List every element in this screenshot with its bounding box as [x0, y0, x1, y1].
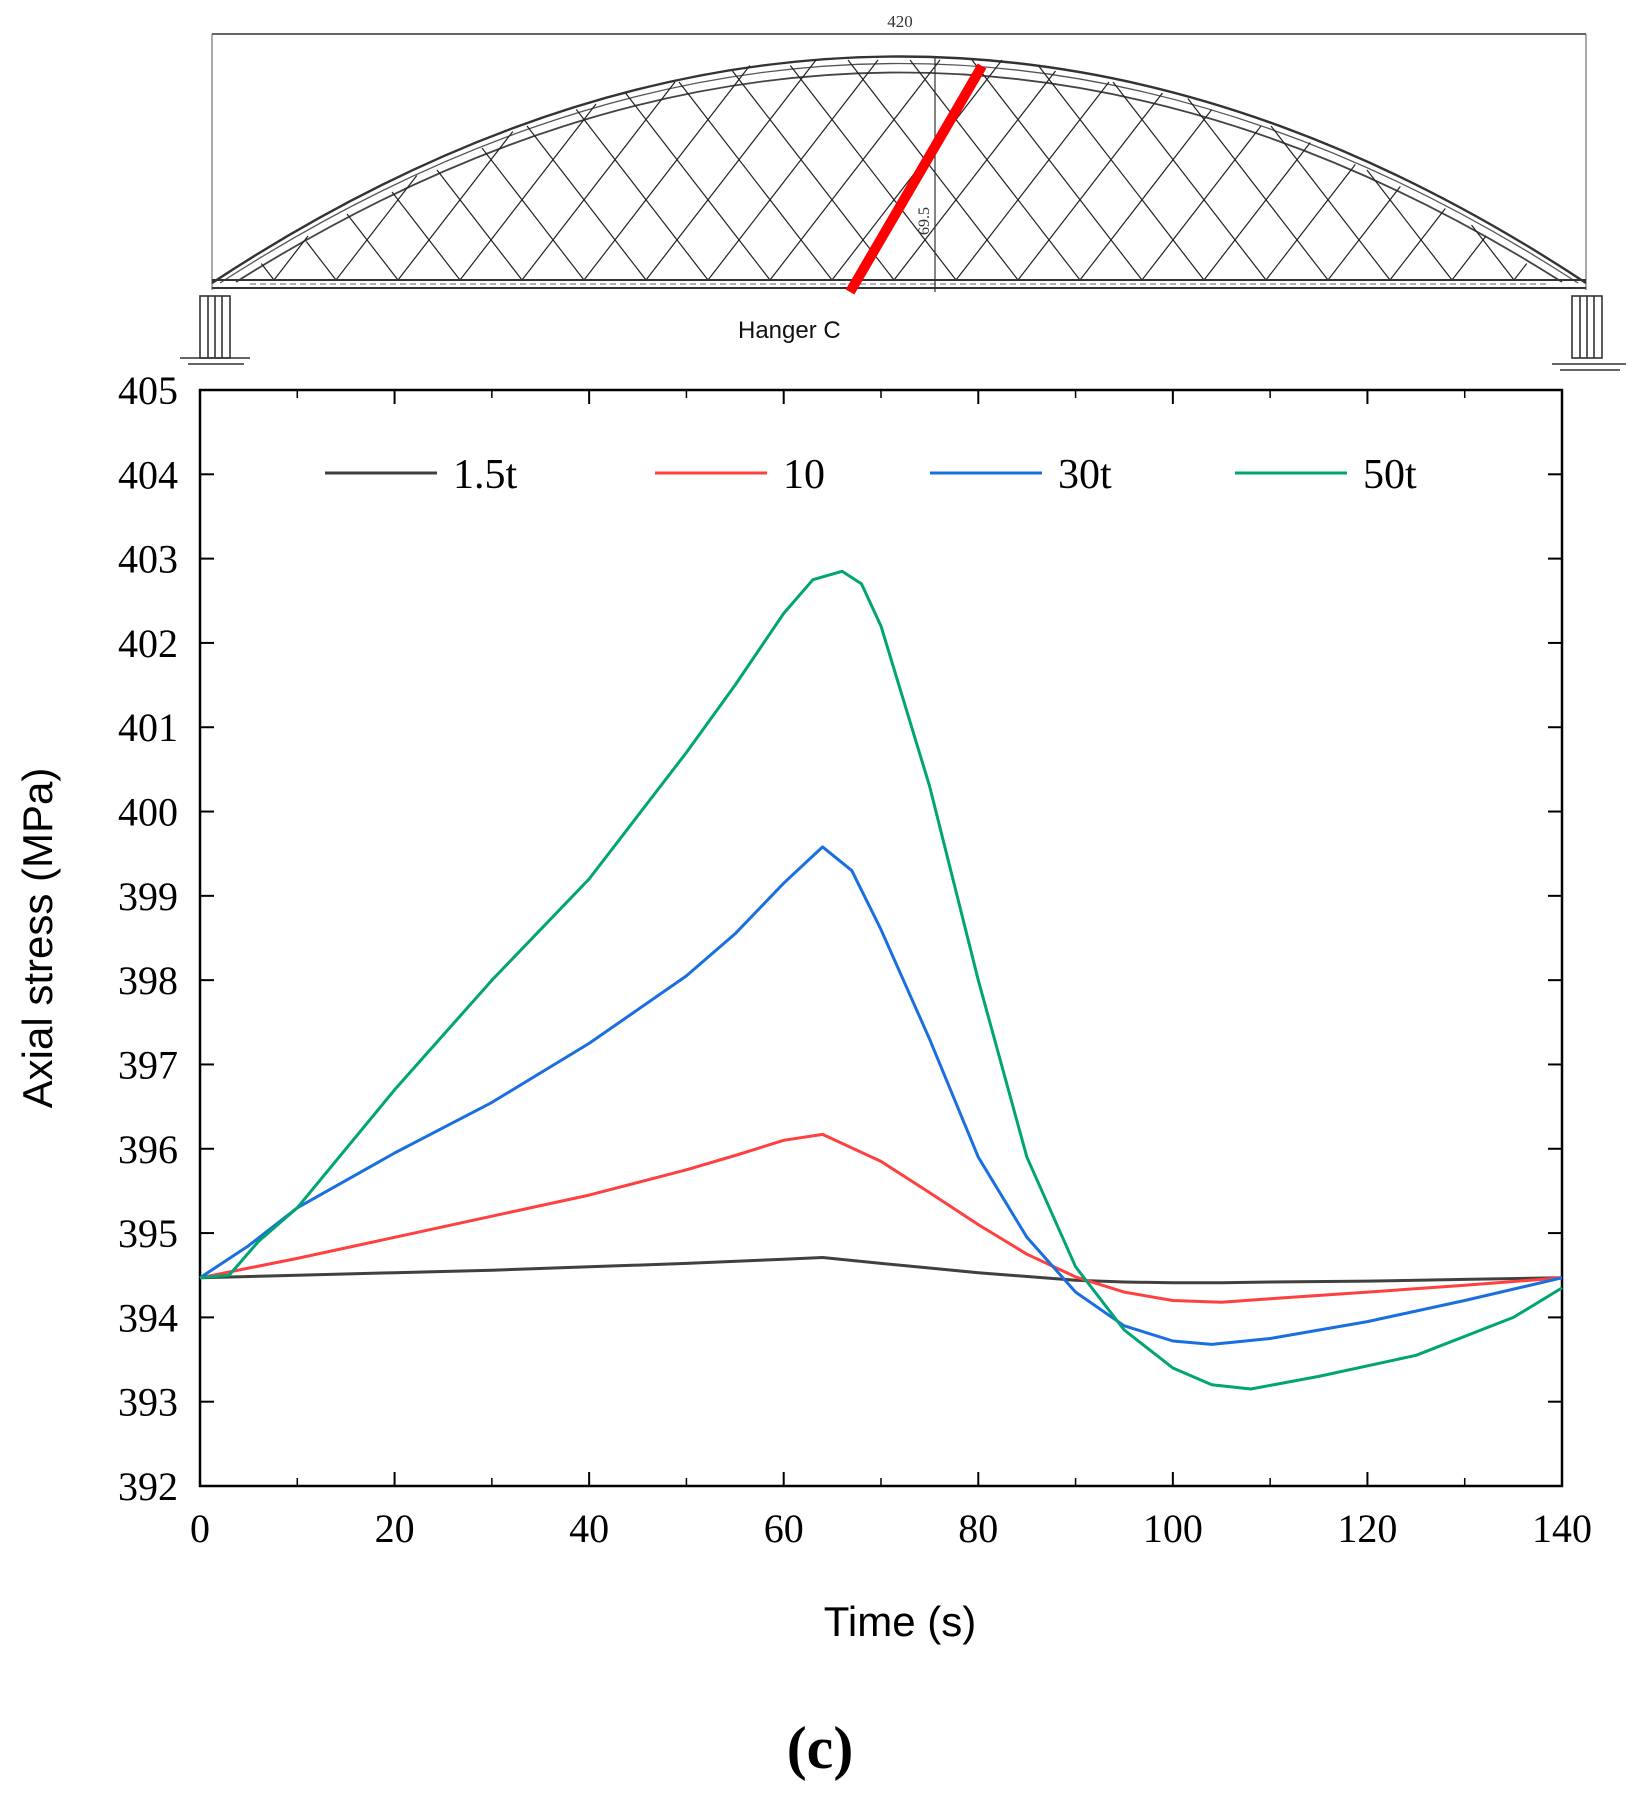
hanger-cable	[459, 103, 597, 281]
hanger-cable	[1112, 81, 1267, 281]
hanger-cable	[893, 70, 1056, 281]
hanger-cable	[346, 213, 399, 281]
x-tick-label: 40	[569, 1506, 609, 1551]
y-tick-label: 400	[118, 790, 178, 835]
series-line-3	[199, 569, 1563, 1391]
y-tick-label: 403	[118, 537, 178, 582]
hanger-cable	[575, 109, 709, 281]
hanger-cable	[1203, 142, 1311, 281]
y-tick-label: 402	[118, 621, 178, 666]
series-line-0	[199, 1256, 1563, 1285]
x-tick-label: 120	[1337, 1506, 1397, 1551]
y-tick-label: 392	[118, 1464, 178, 1509]
hanger-cable	[625, 92, 771, 281]
hanger-cable	[1270, 125, 1391, 281]
hanger-cable	[707, 59, 879, 281]
hanger-c-highlight	[845, 63, 987, 295]
hanger-cable	[521, 81, 676, 281]
hanger-cable	[1366, 169, 1453, 281]
span-label: 420	[887, 12, 913, 31]
legend: 1.5t 10 30t 50t	[325, 452, 1417, 498]
y-tick-label: 396	[118, 1127, 178, 1172]
hanger-cable	[678, 81, 833, 281]
x-tick-label: 60	[764, 1506, 804, 1551]
hanger-cable	[335, 175, 418, 281]
y-axis-ticks: 392 393 394 395 396 397 398 399 400 401 402 403 404 4…	[118, 368, 1562, 1509]
legend-label: 1.5t	[453, 452, 518, 498]
y-tick-label: 395	[118, 1211, 178, 1256]
y-tick-label: 393	[118, 1380, 178, 1425]
hanger-cable	[1079, 109, 1213, 281]
bridge-elevation-diagram: 420 69.5	[180, 12, 1626, 371]
x-axis-ticks: 0 20 40 60 80 100 120 140	[190, 390, 1592, 1551]
hanger-cable	[1141, 125, 1262, 281]
hanger-cable	[305, 241, 337, 281]
hanger-cable	[1187, 98, 1329, 281]
hanger-cable	[273, 235, 309, 281]
series-line-2	[199, 845, 1563, 1346]
y-tick-label: 399	[118, 874, 178, 919]
x-tick-label: 0	[190, 1506, 210, 1551]
y-axis-label: Axial stress (MPa)	[14, 768, 61, 1109]
x-tick-label: 20	[375, 1506, 415, 1551]
hanger-cable	[436, 169, 523, 281]
x-tick-label: 100	[1143, 1506, 1203, 1551]
y-tick-label: 397	[118, 1042, 178, 1087]
hanger-cable	[1471, 224, 1515, 281]
legend-label: 30t	[1058, 452, 1112, 498]
series-lines	[199, 569, 1563, 1391]
rise-label: 69.5	[916, 207, 933, 235]
hanger-cable	[909, 59, 1081, 281]
series-line-1	[199, 1132, 1563, 1304]
hanger-cable	[769, 59, 941, 281]
hanger-cable	[645, 59, 817, 281]
y-tick-label: 405	[118, 368, 178, 413]
left-pier	[180, 295, 250, 365]
plot-frame	[198, 388, 1564, 1488]
hanger-cable	[481, 147, 585, 281]
network-hangers	[260, 59, 1528, 281]
legend-label: 10	[783, 452, 825, 498]
axial-stress-chart: 3923933943953963973983994004014024034044…	[14, 368, 1592, 1645]
x-axis-label: Time (s)	[824, 1598, 976, 1645]
hanger-cable	[397, 131, 514, 281]
legend-label: 50t	[1363, 452, 1417, 498]
hanger-cable	[1513, 263, 1528, 281]
x-tick-label: 80	[958, 1506, 998, 1551]
hanger-cable	[1327, 186, 1401, 281]
right-pier	[1552, 295, 1626, 371]
hanger-cable	[1265, 164, 1356, 281]
hanger-cable	[391, 191, 461, 281]
hanger-cable	[1389, 208, 1446, 281]
hanger-cable	[732, 70, 895, 281]
hanger-cable	[1037, 65, 1205, 281]
hanger-c-label: Hanger C	[738, 317, 841, 344]
hanger-cable	[260, 263, 275, 281]
hanger-cable	[955, 81, 1110, 281]
hanger-cable	[1451, 235, 1487, 281]
arch-outer-rib	[211, 55, 1587, 285]
arch-inner-rib	[235, 71, 1563, 283]
x-tick-label: 140	[1532, 1506, 1592, 1551]
hanger-cable	[1017, 92, 1163, 281]
y-tick-label: 404	[118, 452, 178, 497]
panel-label: (c)	[787, 1715, 854, 1781]
y-tick-label: 401	[118, 705, 178, 750]
y-tick-label: 394	[118, 1295, 178, 1340]
arch-mid-rib	[219, 62, 1579, 284]
hanger-cable	[526, 125, 647, 281]
hanger-cable	[847, 59, 1019, 281]
hanger-cable	[583, 65, 751, 281]
y-tick-label: 398	[118, 958, 178, 1003]
hanger-cable	[789, 65, 957, 281]
hanger-cable	[971, 59, 1143, 281]
